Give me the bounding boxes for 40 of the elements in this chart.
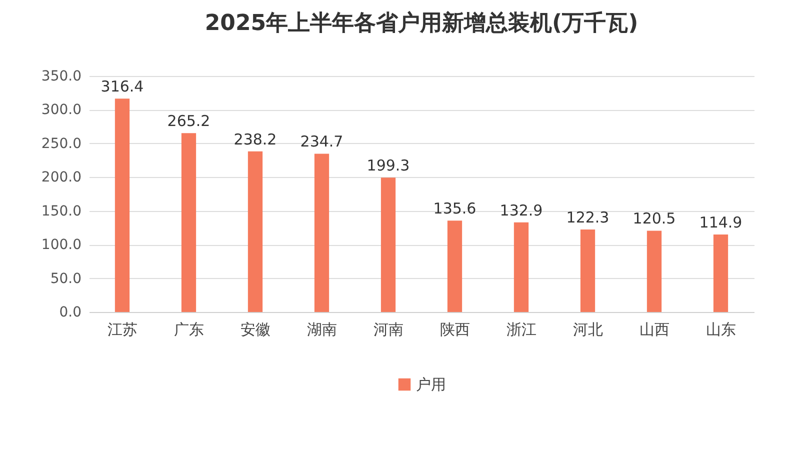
y-tick-label: 200.0: [41, 170, 82, 186]
bar: [181, 133, 196, 312]
data-label: 199.3: [366, 156, 410, 175]
bar: [114, 98, 130, 312]
x-tick-label: 河北: [572, 322, 603, 338]
bar: [580, 230, 596, 312]
bar: [646, 230, 662, 312]
data-label: 135.6: [433, 200, 476, 218]
bar: [447, 220, 462, 312]
data-label: 238.2: [234, 130, 277, 148]
data-label: 122.3: [566, 208, 610, 227]
x-tick-label: 山西: [639, 322, 670, 338]
x-tick-label: 江苏: [107, 322, 138, 338]
y-tick-label: 300.0: [41, 102, 82, 118]
data-label: 316.4: [100, 78, 144, 96]
bar: [248, 151, 263, 312]
chart-title: 2025年上半年各省户用新增总装机(万千瓦): [204, 10, 638, 36]
data-label: 132.9: [500, 201, 543, 220]
y-tick-label: 350.0: [41, 68, 82, 84]
bar: [314, 154, 330, 312]
data-label: 114.9: [699, 214, 742, 232]
x-tick-label: 浙江: [506, 322, 536, 338]
x-tick-label: 陕西: [440, 322, 470, 338]
bar: [380, 178, 396, 312]
y-tick-label: 250.0: [41, 136, 82, 152]
bar: [514, 222, 529, 312]
data-label: 265.2: [167, 112, 210, 130]
bar: [713, 234, 728, 312]
data-label: 234.7: [300, 132, 344, 151]
x-tick-label: 湖南: [306, 322, 337, 338]
y-tick-label: 100.0: [41, 237, 82, 254]
x-tick-label: 安徽: [240, 322, 270, 338]
legend-label: 户用: [416, 376, 446, 394]
y-tick-label: 0.0: [59, 304, 82, 320]
x-tick-label: 河南: [373, 322, 404, 338]
data-label: 120.5: [632, 210, 676, 228]
x-tick-label: 山东: [706, 322, 736, 338]
x-tick-label: 广东: [174, 322, 204, 338]
y-tick-label: 50.0: [50, 270, 82, 287]
y-tick-label: 150.0: [41, 203, 82, 220]
